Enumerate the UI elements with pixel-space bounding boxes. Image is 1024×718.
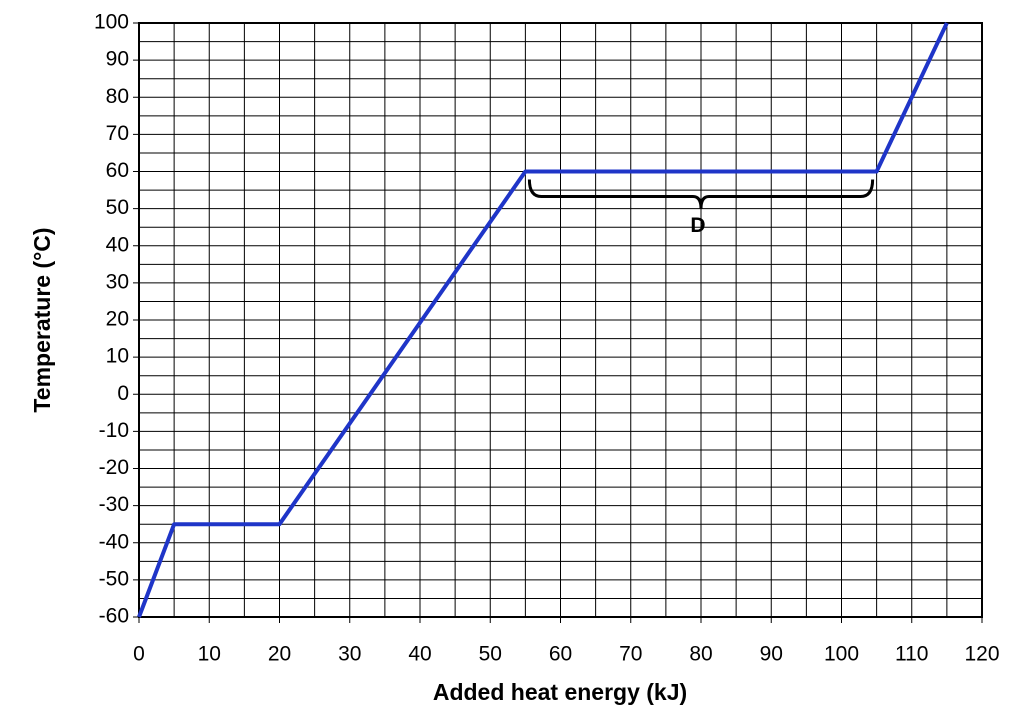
y-tick-label: 60	[106, 159, 129, 182]
x-tick-label: 120	[964, 643, 999, 666]
y-tick-label: 50	[106, 196, 129, 219]
x-axis-title: Added heat energy (kJ)	[433, 679, 687, 705]
x-tick-label: 40	[408, 643, 431, 666]
y-tick-label: 0	[117, 382, 129, 405]
x-tick-label: 60	[549, 643, 572, 666]
y-tick-label: -60	[99, 605, 129, 628]
y-tick-label: -40	[99, 530, 129, 553]
x-tick-label: 70	[619, 643, 642, 666]
annotation-brace	[527, 179, 875, 209]
y-tick-label: 10	[106, 345, 129, 368]
x-tick-label: 10	[198, 643, 221, 666]
y-tick-label: 70	[106, 122, 129, 145]
x-tick-label: 50	[479, 643, 502, 666]
x-tick-label: 20	[268, 643, 291, 666]
annotation-label: D	[690, 214, 705, 237]
y-axis-title: Temperature (°C)	[29, 227, 55, 412]
y-tick-label: -30	[99, 493, 129, 516]
y-tick-label: -10	[99, 419, 129, 442]
plot-frame	[138, 22, 983, 618]
y-tick-label: 100	[94, 11, 129, 34]
y-tick-label: 30	[106, 270, 129, 293]
y-tick-label: 80	[106, 85, 129, 108]
y-tick-label: 40	[106, 233, 129, 256]
x-tick-label: 80	[689, 643, 712, 666]
x-tick-label: 30	[338, 643, 361, 666]
x-tick-label: 90	[760, 643, 783, 666]
x-tick-label: 0	[133, 643, 145, 666]
y-tick-label: -20	[99, 456, 129, 479]
y-tick-label: -50	[99, 567, 129, 590]
data-line	[137, 22, 949, 618]
x-tick-label: 100	[824, 643, 859, 666]
y-tick-label: 20	[106, 308, 129, 331]
x-tick-label: 110	[895, 643, 928, 666]
y-tick-label: 90	[106, 48, 129, 71]
